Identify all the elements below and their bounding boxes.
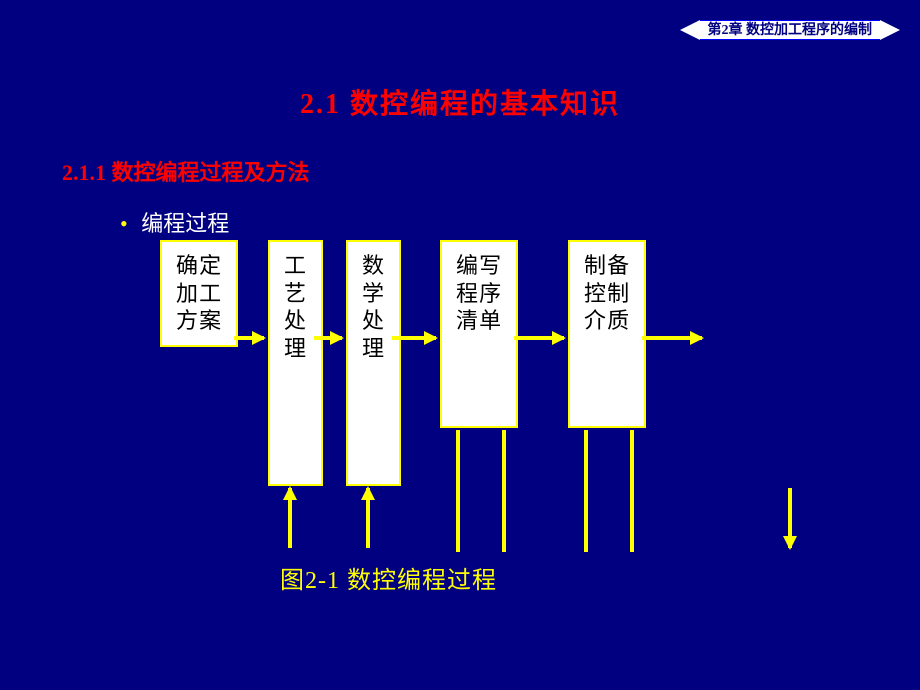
flow-arrow-right	[314, 336, 342, 340]
flow-connector-line	[584, 430, 588, 552]
flow-box-b3: 数学处理	[346, 240, 401, 486]
flow-arrow-right	[234, 336, 264, 340]
page-title: 2.1 数控编程的基本知识	[0, 82, 920, 122]
slide: 第2章 数控加工程序的编制 2.1 数控编程的基本知识 2.1.1 数控编程过程…	[0, 0, 920, 690]
flow-box-b2: 工艺处理	[268, 240, 323, 486]
figure-caption: 图2-1 数控编程过程	[280, 560, 497, 595]
bullet-item: • 编程过程	[120, 206, 229, 238]
banner-arrow-right	[880, 20, 900, 40]
bullet-dot-icon: •	[120, 211, 128, 236]
chapter-banner: 第2章 数控加工程序的编制	[680, 20, 901, 40]
flow-connector-line	[630, 430, 634, 552]
flow-connector-line	[456, 430, 460, 552]
flow-box-b5: 制控介备制质	[568, 240, 646, 428]
flowchart-diagram: 图2-1 数控编程过程 确加方定工案工艺处理数学处理编程清写序单制控介备制质	[0, 240, 920, 600]
flow-box-b4: 编程清写序单	[440, 240, 518, 428]
flow-arrow-right	[392, 336, 436, 340]
flow-arrow-down	[788, 488, 792, 548]
flow-connector-line	[502, 430, 506, 552]
flow-arrow-right	[642, 336, 702, 340]
banner-arrow-left	[680, 20, 700, 40]
flow-arrow-right	[514, 336, 564, 340]
bullet-text: 编程过程	[141, 211, 229, 236]
flow-box-b1: 确加方定工案	[160, 240, 238, 347]
flow-arrow-up	[288, 488, 292, 548]
flow-arrow-up	[366, 488, 370, 548]
section-subtitle: 2.1.1 数控编程过程及方法	[62, 155, 310, 187]
banner-text: 第2章 数控加工程序的编制	[700, 20, 881, 40]
